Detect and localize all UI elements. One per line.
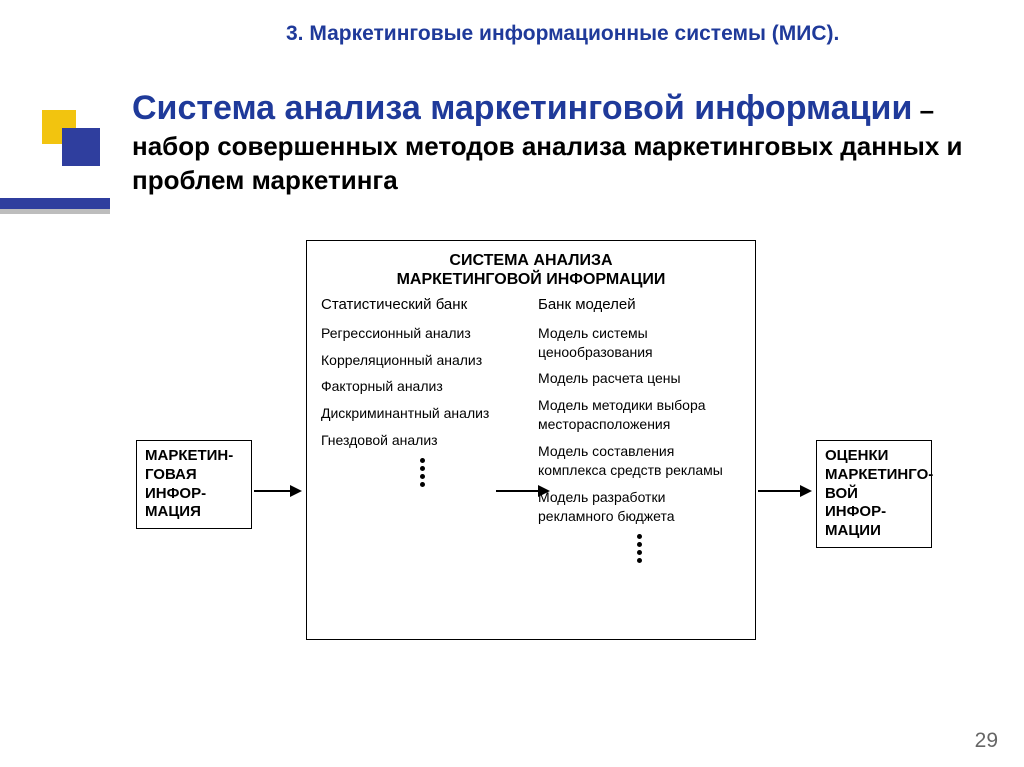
col-statistical-bank: Статистический банк Регрессионный анализ… [321,295,524,562]
col-stat-head: Статистический банк [321,295,524,315]
system-title-l2: МАРКЕТИНГОВОЙ ИНФОРМАЦИИ [321,270,741,289]
slide-header: 3. Маркетинговые информационные системы … [286,22,1014,46]
deco-blue-bar [0,198,110,209]
model-item-2: Модель расчета цены [538,369,741,388]
box-input-l1: МАРКЕТИН- [145,447,243,466]
model-item-5: Модель разработки рекламного бюджета [538,488,741,526]
box-input-l2: ГОВАЯ [145,466,243,485]
slide-title: Система анализа маркетинговой информации… [132,86,1014,198]
system-title: СИСТЕМА АНАЛИЗА МАРКЕТИНГОВОЙ ИНФОРМАЦИИ [321,251,741,289]
model-dots [538,534,741,563]
deco-gray-shadow [0,209,110,214]
model-item-1: Модель системы ценообразования [538,324,741,362]
box-output: ОЦЕНКИ МАРКЕТИНГО- ВОЙ ИНФОР- МАЦИИ [816,440,932,548]
stat-item-4: Дискриминантный анализ [321,404,524,423]
model-item-3: Модель методики выбора месторасположения [538,396,741,434]
arrow-input-to-system [254,485,302,497]
box-output-l3: ВОЙ [825,485,923,504]
stat-item-2: Корреляционный анализ [321,351,524,370]
box-output-l4: ИНФОР- [825,503,923,522]
stat-item-5: Гнездовой анализ [321,431,524,450]
stat-dots [321,458,524,487]
arrow-system-to-output [758,485,812,497]
box-input-l4: МАЦИЯ [145,503,243,522]
box-system: СИСТЕМА АНАЛИЗА МАРКЕТИНГОВОЙ ИНФОРМАЦИИ… [306,240,756,640]
box-output-l2: МАРКЕТИНГО- [825,466,923,485]
page-number: 29 [975,729,998,753]
diagram: МАРКЕТИН- ГОВАЯ ИНФОР- МАЦИЯ СИСТЕМА АНА… [136,240,926,670]
title-rest: набор совершенных методов анализа маркет… [132,131,963,195]
stat-item-1: Регрессионный анализ [321,324,524,343]
system-title-l1: СИСТЕМА АНАЛИЗА [321,251,741,270]
col-model-head: Банк моделей [538,295,741,315]
box-output-l5: МАЦИИ [825,522,923,541]
title-dash: – [912,95,934,125]
title-accent: Система анализа маркетинговой информации [132,89,912,127]
model-item-4: Модель составления комплекса средств рек… [538,442,741,480]
box-input-l3: ИНФОР- [145,485,243,504]
col-model-bank: Банк моделей Модель системы ценообразова… [538,295,741,562]
stat-item-3: Факторный анализ [321,377,524,396]
arrow-internal [496,485,550,497]
box-output-l1: ОЦЕНКИ [825,447,923,466]
deco-blue-top [62,128,100,166]
box-input: МАРКЕТИН- ГОВАЯ ИНФОР- МАЦИЯ [136,440,252,529]
